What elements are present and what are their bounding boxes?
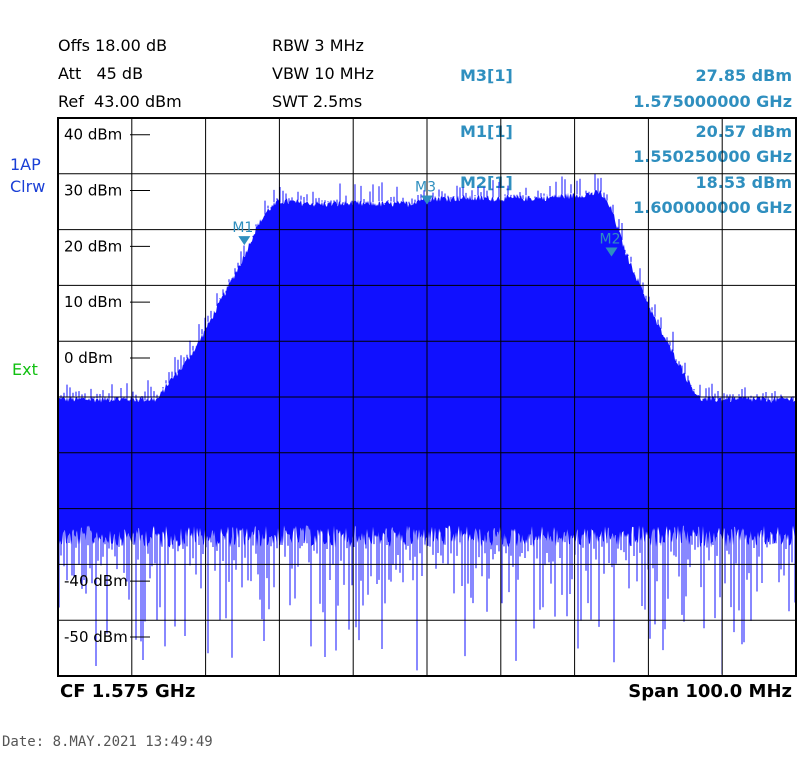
marker-m1-frequency: 1.550250000 GHz xyxy=(633,147,792,166)
offset-readout: Offs 18.00 dB xyxy=(58,36,167,55)
marker-m3-level: 27.85 dBm xyxy=(695,66,793,85)
timestamp: Date: 8.MAY.2021 13:49:49 xyxy=(2,734,213,750)
marker-layer: M1 M2 M3 xyxy=(232,180,621,257)
marker-m3-frequency: 1.575000000 GHz xyxy=(633,92,792,111)
rbw-readout: RBW 3 MHz xyxy=(272,36,364,55)
marker-m1-level: 20.57 dBm xyxy=(695,122,793,141)
attenuation-label: Att xyxy=(58,64,82,83)
reference-readout: Ref 43.00 dBm xyxy=(58,92,182,111)
marker-m2-triangle xyxy=(605,247,618,257)
trace-indicator: 1AP Clrw xyxy=(10,154,45,198)
span-readout: Span 100.0 MHz xyxy=(628,681,792,702)
trace-mode-label: 1AP xyxy=(10,155,41,174)
y-tick-label: 0 dBm xyxy=(64,349,113,367)
plot-frame xyxy=(57,117,797,677)
attenuation-value: 45 dB xyxy=(96,64,144,83)
marker-m1-triangle xyxy=(238,236,251,246)
marker-m3-name: M3[1] xyxy=(460,66,513,85)
grid-layer xyxy=(57,117,797,677)
vbw-readout: VBW 10 MHz xyxy=(272,64,374,83)
center-frequency: CF 1.575 GHz xyxy=(60,681,196,702)
y-tick-label: -50 dBm xyxy=(64,628,128,646)
trace-type-label: Clrw xyxy=(10,177,46,196)
external-reference-label: Ext xyxy=(12,360,38,379)
marker-m3-triangle xyxy=(421,195,433,205)
offset-label: Offs xyxy=(58,36,90,55)
y-tick-label: 30 dBm xyxy=(64,182,122,200)
reference-value: 43.00 dBm xyxy=(94,92,182,111)
marker-m1-label: M1 xyxy=(232,220,253,236)
marker-m2-level: 18.53 dBm xyxy=(695,173,793,192)
y-tick-label: 20 dBm xyxy=(64,237,122,255)
attenuation-readout: Att 45 dB xyxy=(58,64,143,83)
marker-m2-frequency: 1.600000000 GHz xyxy=(633,198,792,217)
y-tick-label: 10 dBm xyxy=(64,293,122,311)
sweep-time-readout: SWT 2.5ms xyxy=(272,92,363,111)
reference-label: Ref xyxy=(58,92,84,111)
marker-m2-label: M2 xyxy=(600,232,621,248)
y-tick-label: -40 dBm xyxy=(64,572,128,590)
y-tick-label: 40 dBm xyxy=(64,126,122,144)
offset-value: 18.00 dB xyxy=(95,36,168,55)
marker-m1-name: M1[1] xyxy=(460,122,513,141)
y-tick-labels: 40 dBm 30 dBm 20 dBm 10 dBm 0 dBm -40 dBm -50 … xyxy=(64,126,150,646)
marker-m3-label: M3 xyxy=(415,180,436,196)
marker-m2-name: M2[1] xyxy=(460,173,513,192)
